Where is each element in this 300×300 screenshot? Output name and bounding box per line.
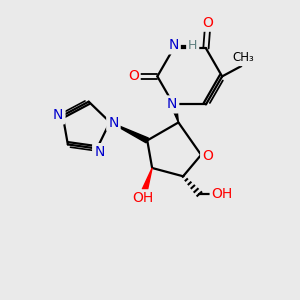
Text: N: N xyxy=(94,145,104,159)
Text: O: O xyxy=(202,149,213,163)
Text: N: N xyxy=(108,116,118,130)
Text: O: O xyxy=(202,16,213,30)
Polygon shape xyxy=(110,122,148,143)
Text: O: O xyxy=(128,69,139,83)
Text: N: N xyxy=(168,38,179,52)
Polygon shape xyxy=(171,104,178,122)
Text: OH: OH xyxy=(133,191,154,205)
Polygon shape xyxy=(142,168,152,191)
Text: OH: OH xyxy=(212,187,233,201)
Text: H: H xyxy=(188,40,197,52)
Text: N: N xyxy=(167,98,177,111)
Text: CH₃: CH₃ xyxy=(233,51,254,64)
Text: N: N xyxy=(53,109,64,122)
